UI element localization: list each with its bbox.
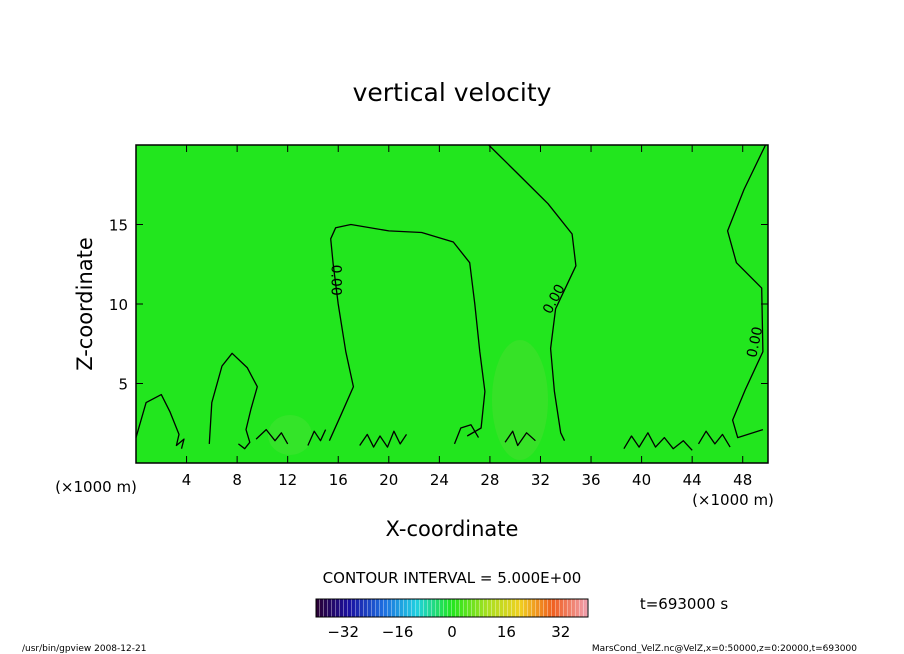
x-tick-label: 20 [379, 471, 398, 489]
x-tick-label: 48 [733, 471, 752, 489]
y-tick-label: 10 [109, 296, 128, 314]
chart-title: vertical velocity [353, 78, 552, 107]
x-tick-label: 12 [278, 471, 297, 489]
y-axis-ticks: 5 10 15 [109, 217, 768, 394]
x-tick-label: 32 [531, 471, 550, 489]
y-tick-label: 5 [118, 376, 128, 394]
colorbar-tick-label: −16 [382, 623, 414, 641]
colorbar-tick-label: 0 [447, 623, 457, 641]
contour-label-3: 0.00 [744, 325, 766, 359]
y-axis-label: Z-coordinate [73, 237, 97, 371]
x-tick-label: 36 [581, 471, 600, 489]
contour-line-c2 [208, 352, 258, 450]
contour-line-c8 [359, 430, 408, 448]
footer-right: MarsCond_VelZ.nc@VelZ,x=0:50000,z=0:2000… [592, 644, 857, 654]
colorbar-stripes [316, 599, 588, 617]
colorbar-tick-label: −32 [327, 623, 359, 641]
contour-line-c1 [135, 393, 185, 449]
contour-line-c4 [488, 144, 577, 441]
contour-line-c9 [453, 424, 480, 445]
contour-line-c11 [623, 432, 693, 451]
contour-line-c10 [504, 430, 536, 447]
contour-interval-text: CONTOUR INTERVAL = 5.000E+00 [323, 569, 582, 587]
x-unit-label-right: (×1000 m) [692, 491, 774, 509]
contour-line-c6 [255, 428, 289, 445]
x-tick-label: 28 [480, 471, 499, 489]
plot-area: 0.000.000.00 4 8 12 16 20 24 28 32 36 40 44 48 5101… [109, 144, 769, 489]
x-axis-label: X-coordinate [386, 517, 519, 541]
x-tick-label: 8 [232, 471, 242, 489]
velocity-field [136, 145, 768, 463]
colorbar-ticks: −32 −16 0 16 32 [327, 623, 570, 641]
footer-left: /usr/bin/gpview 2008-12-21 [22, 644, 146, 654]
x-tick-label: 40 [632, 471, 651, 489]
y-tick-label: 15 [109, 217, 128, 235]
contour-label-1: 0.00 [328, 265, 344, 296]
contour-line-c12 [697, 430, 731, 448]
contour-line-c3 [328, 223, 486, 441]
colorbar-tick-label: 32 [551, 623, 570, 641]
contour-line-c7 [307, 429, 327, 446]
x-tick-label: 4 [182, 471, 192, 489]
x-axis-ticks: 4 8 12 16 20 24 28 32 36 40 44 48 [182, 145, 752, 489]
contour-lines [135, 144, 767, 451]
field-shading-weak [268, 415, 312, 455]
colorbar-frame [315, 598, 589, 618]
x-unit-label-left: (×1000 m) [55, 478, 137, 496]
colorbar-tick-label: 16 [497, 623, 516, 641]
field-shading-positive [492, 340, 548, 460]
time-label: t=693000 s [640, 595, 728, 613]
x-tick-label: 16 [329, 471, 348, 489]
contour-line-c5 [726, 144, 767, 439]
x-tick-label: 44 [683, 471, 702, 489]
x-tick-label: 24 [430, 471, 449, 489]
